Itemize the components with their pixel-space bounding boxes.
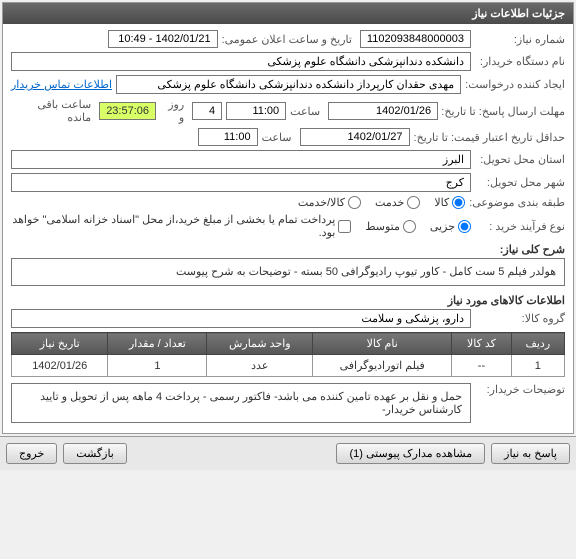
requester-field: مهدی حقدان کارپرداز دانشکده دندانپزشکی د…	[116, 75, 461, 94]
category-label: طبقه بندی موضوعی:	[469, 196, 565, 209]
table-header: نام کالا	[313, 333, 452, 355]
cat-kala-label: کالا	[434, 196, 449, 209]
province-field: البرز	[11, 150, 471, 169]
purchase-type-label: نوع فرآیند خرید :	[475, 220, 565, 233]
table-cell: 1402/01/26	[12, 355, 108, 377]
time-remain-field: 23:57:06	[99, 102, 156, 120]
general-desc-label: شرح کلی نیاز:	[11, 243, 565, 256]
payment-note-label: پرداخت تمام یا بخشی از مبلغ خرید،از محل …	[11, 213, 335, 239]
table-cell: عدد	[207, 355, 313, 377]
announce-label: تاریخ و ساعت اعلان عمومی:	[222, 33, 352, 46]
table-header: کد کالا	[452, 333, 511, 355]
category-radio-group: کالا خدمت کالا/خدمت	[298, 196, 465, 209]
price-validity-date: 1402/01/27	[300, 128, 410, 146]
panel-title: جزئیات اطلاعات نیاز	[3, 3, 573, 24]
attachments-button[interactable]: مشاهده مدارک پیوستی (1)	[336, 443, 485, 464]
payment-note-check[interactable]: پرداخت تمام یا بخشی از مبلغ خرید،از محل …	[11, 213, 351, 239]
items-table: ردیفکد کالانام کالاواحد شمارشتعداد / مقد…	[11, 332, 565, 377]
footer-bar: پاسخ به نیاز مشاهده مدارک پیوستی (1) باز…	[0, 436, 576, 470]
purchase-type-group: جزیی متوسط پرداخت تمام یا بخشی از مبلغ خ…	[11, 213, 471, 239]
respond-button[interactable]: پاسخ به نیاز	[491, 443, 570, 464]
days-remain-field: 4	[192, 102, 222, 120]
group-field: دارو، پزشکی و سلامت	[11, 309, 471, 328]
table-header: تاریخ نیاز	[12, 333, 108, 355]
pt-jozi-label: جزیی	[430, 220, 455, 233]
announce-field: 1402/01/21 - 10:49	[108, 30, 218, 48]
exit-button[interactable]: خروج	[6, 443, 57, 464]
table-header: تعداد / مقدار	[108, 333, 207, 355]
table-cell: 1	[511, 355, 564, 377]
days-remain-suffix: روز و	[160, 98, 184, 124]
pt-motavaset-label: متوسط	[365, 220, 400, 233]
back-button[interactable]: بازگشت	[63, 443, 127, 464]
city-label: شهر محل تحویل:	[475, 176, 565, 189]
table-header: ردیف	[511, 333, 564, 355]
time-remain-suffix: ساعت باقی مانده	[11, 98, 91, 124]
pt-motavaset-radio[interactable]: متوسط	[365, 220, 416, 233]
time-label-1: ساعت	[290, 105, 320, 118]
general-desc-box: هولدر فیلم 5 ست کامل - کاور تیوپ رادیوگر…	[11, 258, 565, 286]
cat-both-label: کالا/خدمت	[298, 196, 345, 209]
price-validity-label: حداقل تاریخ اعتبار قیمت: تا تاریخ:	[414, 131, 565, 144]
province-label: استان محل تحویل:	[475, 153, 565, 166]
time-label-2: ساعت	[262, 131, 292, 144]
group-label: گروه کالا:	[475, 312, 565, 325]
deadline-label: مهلت ارسال پاسخ: تا تاریخ:	[442, 105, 565, 118]
contact-link[interactable]: اطلاعات تماس خریدار	[11, 78, 112, 91]
table-cell: فیلم اتورادیوگرافی	[313, 355, 452, 377]
buyer-note-box: حمل و نقل بر عهده تامین کننده می باشد- ف…	[11, 383, 471, 423]
cat-kala-radio[interactable]: کالا	[434, 196, 465, 209]
cat-both-radio[interactable]: کالا/خدمت	[298, 196, 361, 209]
cat-khadamat-label: خدمت	[375, 196, 404, 209]
price-validity-time: 11:00	[198, 128, 258, 146]
items-header: اطلاعات کالاهای مورد نیاز	[11, 294, 565, 307]
pt-jozi-radio[interactable]: جزیی	[430, 220, 471, 233]
deadline-time-field: 11:00	[226, 102, 286, 120]
deadline-date-field: 1402/01/26	[328, 102, 438, 120]
city-field: کرج	[11, 173, 471, 192]
requester-label: ایجاد کننده درخواست:	[465, 78, 565, 91]
buyer-note-label: توضیحات خریدار:	[475, 383, 565, 396]
table-row: 1--فیلم اتورادیوگرافیعدد11402/01/26	[12, 355, 565, 377]
buyer-org-label: نام دستگاه خریدار:	[475, 55, 565, 68]
need-no-label: شماره نیاز:	[475, 33, 565, 46]
table-cell: 1	[108, 355, 207, 377]
details-panel: جزئیات اطلاعات نیاز شماره نیاز: 11020938…	[2, 2, 574, 434]
need-no-field: 1102093848000003	[360, 30, 471, 48]
table-cell: --	[452, 355, 511, 377]
buyer-org-field: دانشکده دندانپزشکی دانشگاه علوم پزشکی	[11, 52, 471, 71]
cat-khadamat-radio[interactable]: خدمت	[375, 196, 420, 209]
table-header: واحد شمارش	[207, 333, 313, 355]
